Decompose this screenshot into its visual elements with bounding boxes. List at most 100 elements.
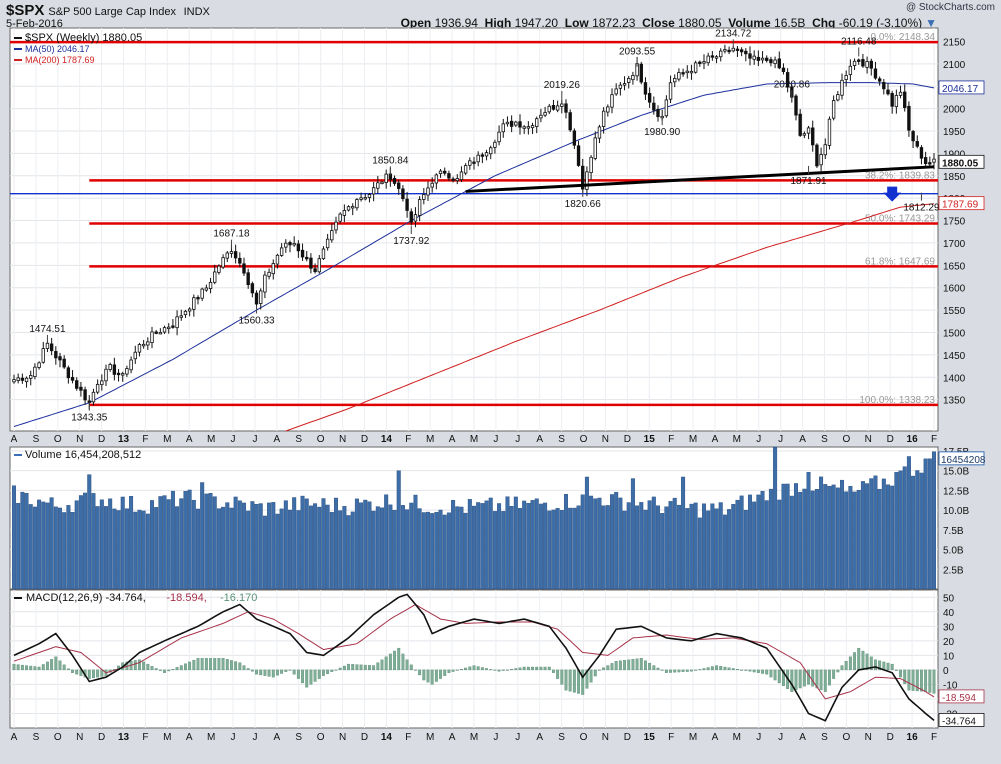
candle-body	[673, 78, 677, 83]
volume-bar	[718, 502, 723, 590]
volume-bar	[484, 500, 489, 590]
macd-signal-line	[13, 603, 935, 700]
price-x-tick: D	[887, 434, 894, 445]
volume-bar	[622, 510, 627, 590]
price-annotation: 2020.86	[774, 79, 811, 90]
macd-histogram-bar	[480, 667, 484, 671]
macd-histogram-bar	[497, 669, 501, 672]
macd-histogram-bar	[359, 664, 363, 671]
price-x-tick: A	[11, 434, 18, 445]
macd-histogram-bar	[347, 663, 350, 671]
macd-x-tick: M	[689, 732, 697, 743]
macd-histogram-bar	[342, 665, 346, 671]
candle-body	[497, 131, 501, 143]
macd-x-tick: M	[426, 732, 434, 743]
macd-histogram-bar	[694, 669, 698, 671]
macd-x-tick: A	[11, 732, 18, 743]
candle-body	[58, 356, 62, 361]
volume-bar	[208, 493, 213, 590]
price-y-tick: 1500	[943, 328, 966, 339]
volume-bar	[555, 508, 560, 590]
macd-histogram-bar	[815, 669, 819, 689]
macd-x-tick: J	[515, 732, 520, 743]
volume-bar	[852, 491, 857, 590]
price-y-tick: 1750	[943, 217, 966, 228]
volume-bar	[923, 458, 928, 590]
volume-bar	[363, 499, 368, 590]
candle-body	[639, 63, 643, 83]
macd-histogram-bar	[133, 660, 137, 671]
macd-histogram-bar	[267, 669, 271, 677]
triangle-down-icon[interactable]: ▼	[925, 16, 937, 30]
candle-body	[359, 197, 363, 200]
volume-bar	[672, 497, 677, 590]
candle-body	[668, 82, 673, 100]
price-x-tick: A	[536, 434, 543, 445]
candle-body	[167, 326, 171, 330]
candle-body	[539, 114, 543, 119]
volume-bar	[258, 503, 263, 590]
volume-bar	[505, 496, 510, 590]
price-x-tick: A	[712, 434, 719, 445]
volume-bar	[547, 510, 552, 590]
volume-bar	[200, 482, 205, 590]
candle-body	[24, 377, 29, 383]
candle-body	[752, 55, 756, 60]
macd-histogram-bar	[305, 669, 309, 688]
price-x-tick: N	[76, 434, 83, 445]
macd-histogram-bar	[639, 658, 643, 671]
candle-body	[727, 49, 731, 53]
macd-y-tick: 10	[943, 651, 955, 662]
macd-histogram-bar	[434, 669, 438, 682]
price-y-tick: 1350	[943, 396, 966, 407]
candle-body	[129, 359, 133, 371]
volume-bar	[827, 486, 832, 590]
volume-bar	[601, 505, 606, 590]
candle-body	[112, 364, 117, 375]
volume-bar	[660, 513, 665, 590]
macd-y-tick: 20	[943, 637, 955, 648]
macd-histogram-bar	[648, 662, 652, 671]
volume-bar	[317, 506, 322, 590]
candle-body	[325, 238, 330, 249]
candle-body	[585, 171, 589, 190]
volume-bar	[70, 512, 75, 590]
candle-body	[229, 251, 234, 254]
candle-body	[150, 331, 154, 344]
macd-histogram-bar	[426, 669, 430, 683]
volume-bar	[367, 501, 372, 590]
volume-bar	[865, 483, 870, 590]
macd-histogram-bar	[493, 669, 497, 671]
candle-body	[16, 377, 20, 381]
ma200-line	[285, 203, 935, 432]
volume-bar	[325, 504, 330, 590]
candle-body	[823, 144, 827, 156]
change-value: -60.19 (-3.10%)	[838, 16, 923, 30]
volume-bar	[497, 503, 502, 590]
price-x-tick: S	[558, 434, 565, 445]
candle-body	[246, 272, 250, 286]
candle-body	[593, 137, 597, 159]
price-x-tick: O	[54, 434, 62, 445]
candle-body	[877, 78, 882, 82]
candle-body	[300, 249, 305, 258]
candle-body	[342, 210, 347, 216]
macd-histogram-bar	[292, 669, 296, 675]
volume-bar	[216, 508, 221, 590]
volume-bar	[32, 506, 37, 590]
macd-x-tick: A	[536, 732, 543, 743]
candle-body	[744, 50, 748, 55]
macd-histogram-bar	[915, 669, 919, 692]
candle-body	[317, 258, 321, 273]
macd-histogram-bar	[472, 665, 476, 671]
candle-body	[681, 72, 685, 75]
candle-body	[187, 308, 192, 312]
macd-x-tick: M	[163, 732, 171, 743]
macd-histogram-bar	[894, 669, 898, 671]
macd-histogram-bar	[372, 665, 376, 671]
candle-body	[911, 131, 915, 142]
volume-bar	[237, 500, 242, 590]
candle-body	[417, 199, 422, 216]
candle-body	[351, 206, 355, 209]
